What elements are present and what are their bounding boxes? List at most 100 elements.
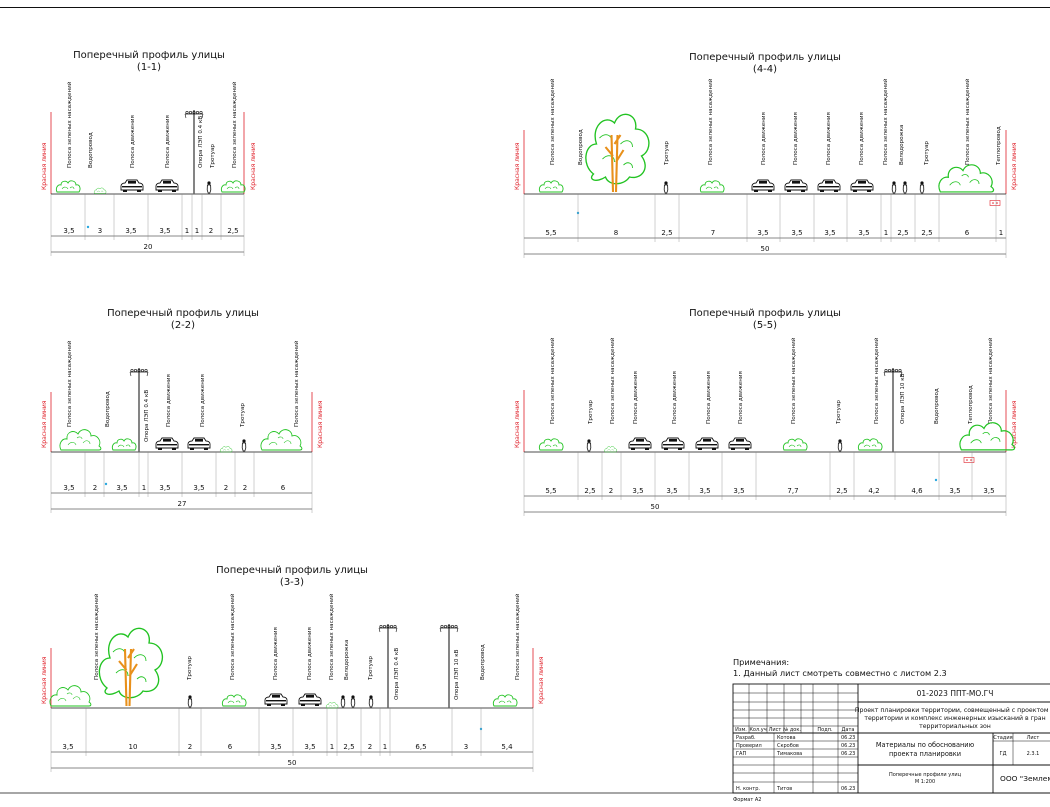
element-label: Полоса зеленых насаждений bbox=[987, 337, 994, 424]
segment-width: 2,5 bbox=[227, 227, 238, 235]
element-label: Полоса зеленых насаждений bbox=[549, 337, 556, 424]
tb-sheet-value: 2.3.1 bbox=[1027, 751, 1040, 757]
profile-code: (5-5) bbox=[753, 320, 777, 331]
element-label: Тротуар bbox=[187, 656, 193, 681]
segment-width: 2,5 bbox=[836, 487, 847, 495]
profile-code: (2-2) bbox=[171, 320, 195, 331]
element-label: Полоса движения bbox=[793, 112, 799, 165]
segment-width: 2 bbox=[243, 484, 247, 492]
element-label: Полоса движения bbox=[307, 627, 313, 680]
element-label: Полоса движения bbox=[738, 371, 744, 424]
segment-width: 2 bbox=[609, 487, 613, 495]
element-label: Полоса зеленых насаждений bbox=[231, 81, 238, 168]
element-label: Тротуар bbox=[368, 656, 374, 681]
segment-width: 1 bbox=[884, 229, 888, 237]
profile-title: Поперечный профиль улицы bbox=[73, 50, 225, 61]
segment-width: 3,5 bbox=[270, 743, 281, 751]
car-icon bbox=[817, 179, 841, 193]
tb-materials: проекта планировки bbox=[889, 750, 961, 758]
tb-stage-label: Стадия bbox=[993, 735, 1012, 741]
profile-title: Поперечный профиль улицы bbox=[216, 565, 368, 576]
tb-name: Тимакова bbox=[776, 751, 802, 757]
notes-heading: Примечания: bbox=[733, 657, 789, 667]
bush-icon bbox=[538, 438, 564, 451]
segment-width: 3,5 bbox=[824, 229, 835, 237]
tb-project-name: территории и комплекс инженерных изыскан… bbox=[864, 714, 1045, 722]
tb-role: ГАП bbox=[736, 751, 746, 757]
element-label: Полоса зеленых насаждений bbox=[873, 337, 880, 424]
element-label: Полоса движения bbox=[273, 627, 279, 680]
bigbush-icon bbox=[938, 164, 995, 193]
segment-width: 5,5 bbox=[545, 487, 556, 495]
element-label: Полоса зеленых насаждений bbox=[514, 593, 521, 680]
red-line-label: Красная линия bbox=[1011, 400, 1018, 448]
bigbush-icon bbox=[260, 429, 303, 451]
tree-icon bbox=[98, 627, 164, 708]
profile-title: Поперечный профиль улицы bbox=[107, 308, 259, 319]
segment-width: 3,5 bbox=[63, 227, 74, 235]
segment-width: 3,5 bbox=[63, 484, 74, 492]
segment-width: 3,5 bbox=[193, 484, 204, 492]
profile-total-width: 50 bbox=[288, 759, 297, 767]
bush-icon bbox=[220, 180, 246, 193]
element-label: Опора ЛЭП 0.4 кВ bbox=[394, 648, 400, 700]
segment-width: 4,2 bbox=[868, 487, 879, 495]
segment-width: 2 bbox=[368, 743, 372, 751]
tb-role: Н. контр. bbox=[736, 786, 760, 792]
tb-header-doc: № док. bbox=[783, 727, 801, 733]
segment-width: 2,5 bbox=[343, 743, 354, 751]
element-label: Полоса движения bbox=[165, 115, 171, 168]
ped-icon bbox=[368, 695, 374, 708]
element-label: Полоса движения bbox=[633, 371, 639, 424]
ped-icon bbox=[586, 438, 592, 452]
tb-format: Формат А2 bbox=[733, 797, 761, 803]
segment-width: 6 bbox=[228, 743, 233, 751]
segment-width: 2,5 bbox=[584, 487, 595, 495]
segment-width: 1 bbox=[999, 229, 1003, 237]
red-line-label: Красная линия bbox=[538, 656, 545, 704]
segment-width: 7,7 bbox=[787, 487, 798, 495]
element-label: Тротуар bbox=[240, 403, 246, 428]
segment-width: 6 bbox=[281, 484, 286, 492]
element-label: Полоса зеленых насаждений bbox=[66, 340, 73, 427]
profile-code: (4-4) bbox=[753, 64, 777, 75]
car-icon bbox=[298, 693, 322, 707]
segment-width: 3,5 bbox=[983, 487, 994, 495]
element-label: Полоса зеленых насаждений bbox=[328, 593, 335, 680]
red-line-label: Красная линия bbox=[250, 142, 257, 190]
ped-icon bbox=[241, 438, 247, 452]
element-label: Полоса движения bbox=[826, 112, 832, 165]
water-pipe-icon bbox=[104, 482, 108, 486]
segment-width: 3,5 bbox=[116, 484, 127, 492]
element-label: Водопровод bbox=[480, 644, 486, 680]
ped-icon bbox=[902, 180, 908, 194]
element-label: Полоса зеленых насаждений bbox=[66, 81, 73, 168]
bush-icon bbox=[111, 438, 137, 451]
bush-icon bbox=[93, 187, 107, 194]
segment-width: 6,5 bbox=[415, 743, 426, 751]
tb-materials: Материалы по обоснованию bbox=[876, 741, 975, 749]
ped-icon bbox=[891, 180, 897, 194]
tb-drawing-scale: М 1:200 bbox=[915, 779, 935, 785]
heat-pipe-icon bbox=[989, 200, 1001, 206]
segment-width: 3,5 bbox=[304, 743, 315, 751]
element-label: Полоса зеленых насаждений bbox=[549, 78, 556, 165]
element-label: Теплопровод bbox=[968, 385, 974, 425]
car-icon bbox=[120, 179, 144, 193]
tb-date: 06.23 bbox=[841, 743, 855, 749]
bigbush-icon bbox=[59, 429, 102, 451]
tb-header-izm: Изм. bbox=[735, 727, 747, 733]
segment-width: 3,5 bbox=[949, 487, 960, 495]
bush-icon bbox=[55, 180, 81, 193]
segment-width: 1 bbox=[330, 743, 334, 751]
segment-width: 6 bbox=[965, 229, 970, 237]
car-icon bbox=[728, 437, 752, 451]
car-icon bbox=[850, 179, 874, 193]
tb-document-code: 01-2023 ППТ-МО.ГЧ bbox=[917, 689, 994, 698]
element-label: Полоса зеленых насаждений bbox=[882, 78, 889, 165]
tb-date: 06.23 bbox=[841, 735, 855, 741]
segment-width: 7 bbox=[711, 229, 715, 237]
tb-header-kolvo: Кол.уч bbox=[749, 727, 766, 733]
element-label: Водопровод bbox=[88, 132, 94, 168]
element-label: Полоса движения bbox=[130, 115, 136, 168]
